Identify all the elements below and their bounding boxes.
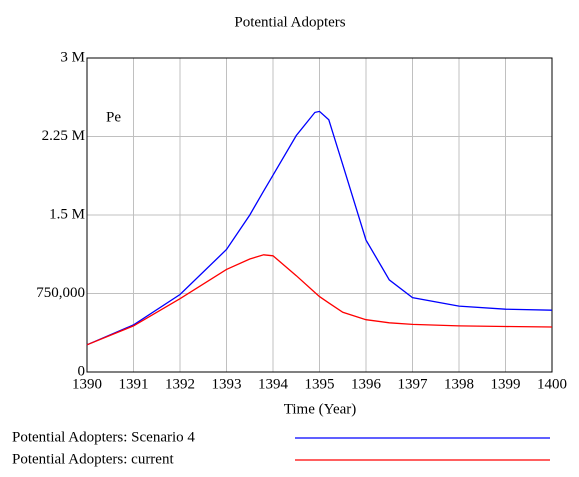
- x-tick-label: 1399: [491, 376, 521, 392]
- line-series: [86, 254, 553, 346]
- x-tick-label: 1395: [305, 376, 335, 392]
- x-tick-label: 1390: [72, 376, 102, 392]
- x-axis-label: Time (Year): [284, 401, 357, 417]
- x-tick-label: 1397: [398, 376, 429, 392]
- y-tick-label: 1.5 M: [49, 206, 85, 222]
- x-tick-label: 1392: [165, 376, 195, 392]
- x-tick-label: 1393: [212, 376, 242, 392]
- x-tick-label: 1394: [258, 376, 289, 392]
- x-tick-label: 1391: [119, 376, 149, 392]
- chart-title: Potential Adopters: [234, 14, 345, 30]
- y-tick-label: 2.25 M: [42, 128, 85, 144]
- x-tick-label: 1400: [537, 376, 567, 392]
- legend-label: Potential Adopters: Scenario 4: [12, 429, 195, 445]
- y-tick-label: 3 M: [60, 49, 85, 65]
- annotation: Pe: [106, 109, 121, 125]
- legend-label: Potential Adopters: current: [12, 451, 174, 467]
- plot-border: [86, 57, 553, 373]
- line-series: [86, 110, 553, 346]
- y-tick-label: 0: [78, 363, 86, 379]
- x-tick-label: 1396: [351, 376, 382, 392]
- x-tick-label: 1398: [444, 376, 474, 392]
- y-tick-label: 750,000: [36, 285, 85, 301]
